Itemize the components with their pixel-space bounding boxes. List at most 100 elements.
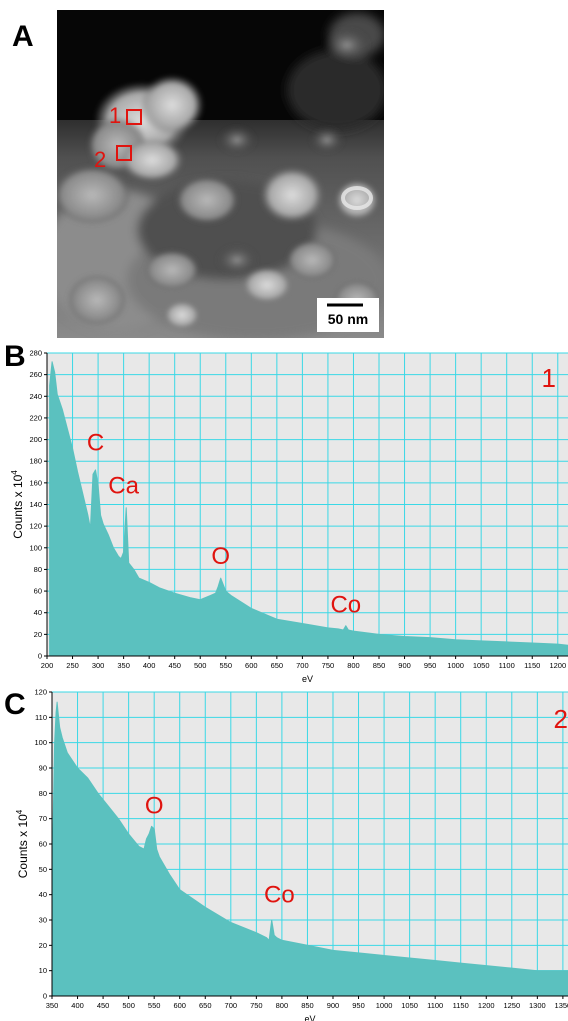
y-tick-label: 240 bbox=[29, 392, 42, 401]
x-tick-label: 1050 bbox=[401, 1001, 418, 1010]
x-tick-label: 850 bbox=[373, 661, 386, 670]
x-tick-label: 800 bbox=[347, 661, 360, 670]
x-tick-label: 1200 bbox=[478, 1001, 495, 1010]
y-tick-label: 0 bbox=[38, 652, 42, 661]
y-tick-label: 20 bbox=[39, 941, 47, 950]
panel-b-label: B bbox=[4, 340, 26, 373]
x-tick-label: 1200 bbox=[549, 661, 566, 670]
y-tick-label: 120 bbox=[29, 522, 42, 531]
panel-a-label: A bbox=[12, 20, 34, 53]
x-tick-label: 1100 bbox=[427, 1001, 443, 1010]
peak-label: Co bbox=[264, 881, 295, 908]
micrograph-particles bbox=[57, 27, 381, 329]
y-tick-label: 200 bbox=[29, 435, 42, 444]
y-tick-labels: 0 20 40 60 80 100 120 140 160 180 200 220 240 260 280 bbox=[29, 349, 47, 661]
y-tick-label: 50 bbox=[39, 865, 47, 874]
y-tick-label: 260 bbox=[29, 370, 42, 379]
y-tick-label: 40 bbox=[34, 608, 42, 617]
x-tick-label: 350 bbox=[46, 1001, 59, 1010]
y-tick-label: 220 bbox=[29, 413, 42, 422]
y-tick-label: 80 bbox=[34, 565, 42, 574]
x-tick-label: 1150 bbox=[524, 661, 540, 670]
x-tick-label: 1300 bbox=[529, 1001, 546, 1010]
x-tick-label: 1000 bbox=[447, 661, 464, 670]
y-tick-label: 90 bbox=[39, 764, 47, 773]
x-tick-label: 650 bbox=[271, 661, 284, 670]
micrograph-image: 1 2 50 nm bbox=[57, 10, 384, 338]
x-tick-label: 1250 bbox=[503, 1001, 520, 1010]
x-axis-label: eV bbox=[302, 674, 313, 684]
y-tick-label: 180 bbox=[29, 457, 42, 466]
y-tick-label: 160 bbox=[29, 478, 42, 487]
x-tick-label: 1000 bbox=[376, 1001, 393, 1010]
x-tick-label: 400 bbox=[71, 1001, 84, 1010]
x-tick-label: 750 bbox=[322, 661, 335, 670]
y-tick-label: 100 bbox=[34, 738, 47, 747]
peak-annotations: O Co bbox=[145, 793, 295, 909]
x-tick-label: 550 bbox=[148, 1001, 161, 1010]
y-tick-label: 60 bbox=[39, 840, 47, 849]
spectrum-area bbox=[52, 701, 568, 997]
x-tick-label: 800 bbox=[276, 1001, 289, 1010]
y-tick-label: 70 bbox=[39, 814, 47, 823]
region-1-box bbox=[126, 109, 142, 125]
y-tick-label: 80 bbox=[39, 789, 47, 798]
x-tick-label: 500 bbox=[194, 661, 207, 670]
x-tick-label: 900 bbox=[398, 661, 411, 670]
spectrum-area bbox=[49, 361, 568, 657]
y-tick-label: 40 bbox=[39, 890, 47, 899]
y-tick-labels: 0 10 20 30 40 50 60 70 80 90 100 110 120 bbox=[34, 688, 52, 1001]
x-tick-label: 600 bbox=[245, 661, 258, 670]
region-2-box bbox=[116, 145, 132, 161]
peak-label: C bbox=[87, 429, 104, 456]
y-tick-label: 10 bbox=[39, 966, 47, 975]
region-1-label: 1 bbox=[109, 103, 121, 128]
x-tick-labels: 350 400 450 500 550 600 650 700 750 800 850 900 950 1… bbox=[46, 996, 568, 1010]
x-axis-label: eV bbox=[304, 1014, 315, 1021]
y-axis-label-exponent: 4 bbox=[15, 809, 24, 814]
x-tick-label: 1150 bbox=[453, 1001, 469, 1010]
x-tick-label: 750 bbox=[250, 1001, 263, 1010]
x-tick-label: 350 bbox=[117, 661, 130, 670]
y-tick-label: 120 bbox=[34, 688, 47, 697]
y-axis-label-exponent: 4 bbox=[10, 470, 19, 475]
y-axis-label-text: Counts x 10 bbox=[16, 814, 30, 878]
x-tick-label: 950 bbox=[352, 1001, 365, 1010]
y-axis-label: Counts x 104 bbox=[15, 809, 30, 878]
y-tick-label: 140 bbox=[29, 500, 42, 509]
panel-c-label: C bbox=[4, 688, 26, 721]
peak-label: Co bbox=[330, 592, 361, 619]
x-tick-label: 900 bbox=[327, 1001, 340, 1010]
x-tick-label: 600 bbox=[173, 1001, 186, 1010]
y-tick-label: 0 bbox=[43, 992, 47, 1001]
peak-label: O bbox=[145, 793, 164, 820]
region-number-label: 2 bbox=[554, 704, 568, 734]
x-tick-label: 400 bbox=[143, 661, 156, 670]
x-tick-labels: 200 250 300 350 400 450 500 550 600 650 700 750 800 8… bbox=[41, 656, 566, 670]
y-tick-label: 100 bbox=[29, 543, 42, 552]
peak-label: O bbox=[211, 543, 230, 570]
x-tick-label: 850 bbox=[301, 1001, 314, 1010]
y-tick-label: 20 bbox=[34, 630, 42, 639]
x-tick-label: 500 bbox=[122, 1001, 135, 1010]
x-tick-label: 550 bbox=[220, 661, 233, 670]
x-tick-label: 450 bbox=[168, 661, 181, 670]
x-tick-label: 1100 bbox=[499, 661, 515, 670]
y-axis-label: Counts x 104 bbox=[10, 470, 25, 539]
eels-spectrum-chart-b: 200 250 300 350 400 450 500 550 600 650 700 750 800 8… bbox=[10, 349, 568, 684]
y-tick-label: 280 bbox=[29, 349, 42, 358]
peak-label: Ca bbox=[108, 473, 139, 500]
x-tick-label: 450 bbox=[97, 1001, 110, 1010]
region-2-label: 2 bbox=[94, 147, 106, 172]
eels-spectrum-chart-c: 350 400 450 500 550 600 650 700 750 800 850 900 950 1… bbox=[15, 688, 568, 1021]
x-tick-label: 650 bbox=[199, 1001, 212, 1010]
y-tick-label: 60 bbox=[34, 587, 42, 596]
y-tick-label: 110 bbox=[35, 713, 47, 722]
x-tick-label: 250 bbox=[66, 661, 79, 670]
x-tick-label: 700 bbox=[296, 661, 309, 670]
peak-annotations: CCa O Co bbox=[87, 429, 361, 618]
x-tick-label: 950 bbox=[424, 661, 437, 670]
y-axis-label-text: Counts x 10 bbox=[11, 474, 25, 538]
region-number-label: 1 bbox=[542, 363, 556, 393]
y-tick-label: 30 bbox=[39, 916, 47, 925]
